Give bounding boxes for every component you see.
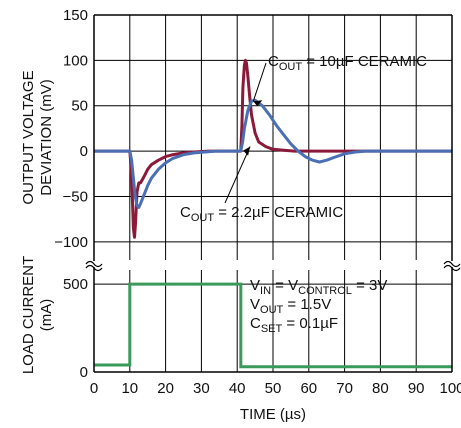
ylabel-current-line-1: (mA) — [38, 299, 55, 332]
xtick-6: 60 — [300, 380, 317, 397]
break-wave-a-0 — [85, 260, 103, 268]
condition-line-1-part-0: V — [250, 296, 260, 313]
condition-line-0-part-0: V — [250, 277, 260, 294]
xtick-7: 70 — [336, 380, 353, 397]
ylabel-voltage-line-0: OUTPUT VOLTAGE — [20, 70, 37, 204]
xtick-1: 10 — [121, 380, 138, 397]
xtick-5: 50 — [265, 380, 282, 397]
series-label-2-2uf: COUT = 2.2µF CERAMIC — [180, 204, 343, 224]
leader-10uf-arrow — [253, 100, 263, 107]
ytick-current-1: 0 — [80, 364, 88, 381]
ytick-voltage-4: −50 — [63, 188, 88, 205]
series-layer — [94, 58, 452, 369]
break-wave-b-0 — [85, 264, 103, 272]
series-voltage-1-line — [94, 98, 452, 209]
ylabel-current-line-0: LOAD CURRENT — [20, 256, 37, 374]
series-label-2-2uf-part-0: C — [180, 204, 191, 221]
condition-line-0-part-4: = 3V — [352, 277, 387, 294]
ytick-voltage-1: 100 — [63, 52, 88, 69]
xlabel: TIME (µs) — [240, 406, 306, 423]
ytick-voltage-2: 50 — [71, 98, 88, 115]
ytick-voltage-3: 0 — [80, 143, 88, 160]
ylabel-current: LOAD CURRENT(mA) — [20, 256, 55, 374]
condition-line-0-part-2: = V — [271, 277, 298, 294]
plot-frames — [93, 14, 453, 373]
series-current-0-line — [94, 282, 452, 369]
xtick-4: 40 — [229, 380, 246, 397]
condition-line-1-part-1: OUT — [260, 304, 284, 316]
ytick-voltage-5: −100 — [54, 234, 88, 251]
xtick-8: 80 — [372, 380, 389, 397]
axis-titles: OUTPUT VOLTAGEDEVIATION (mV) LOAD CURRENT… — [20, 70, 306, 423]
condition-line-2-part-0: C — [250, 315, 261, 332]
leader-2-2uf — [224, 146, 251, 204]
ytick-voltage-0: 150 — [63, 7, 88, 24]
axis-break-marks — [85, 260, 461, 272]
grid-lines — [94, 15, 452, 372]
series-label-10uf-part-1: OUT — [279, 61, 303, 73]
condition-line-2-part-1: SET — [261, 323, 283, 335]
leader-2-2uf-arrow — [243, 146, 251, 156]
condition-line-1-part-2: = 1.5V — [283, 296, 331, 313]
series-label-2-2uf-part-2: = 2.2µF CERAMIC — [214, 204, 343, 221]
series-label-2-2uf-part-1: OUT — [191, 212, 215, 224]
xtick-9: 90 — [408, 380, 425, 397]
leader-10uf — [252, 62, 267, 102]
ytick-current-0: 500 — [63, 276, 88, 293]
break-wave-a-1 — [443, 260, 461, 268]
condition-line-0-part-1: IN — [260, 285, 271, 297]
xtick-3: 30 — [193, 380, 210, 397]
xtick-0: 0 — [90, 380, 98, 397]
xtick-10: 100 — [439, 380, 461, 397]
condition-line-2-part-2: = 0.1µF — [282, 315, 338, 332]
xtick-2: 20 — [157, 380, 174, 397]
condition-line-2: CSET = 0.1µF — [250, 315, 338, 335]
condition-line-1: VOUT = 1.5V — [250, 296, 331, 316]
break-wave-b-1 — [443, 264, 461, 272]
series-label-10uf-part-0: C — [268, 53, 279, 70]
series-label-10uf: COUT = 10µF CERAMIC — [268, 53, 427, 73]
ylabel-voltage-line-1: DEVIATION (mV) — [38, 79, 55, 195]
ylabel-voltage: OUTPUT VOLTAGEDEVIATION (mV) — [20, 70, 55, 204]
condition-line-0-part-3: CONTROL — [298, 285, 352, 297]
condition-line-0: VIN = VCONTROL = 3V — [250, 277, 387, 297]
series-label-10uf-part-2: = 10µF CERAMIC — [302, 53, 427, 70]
